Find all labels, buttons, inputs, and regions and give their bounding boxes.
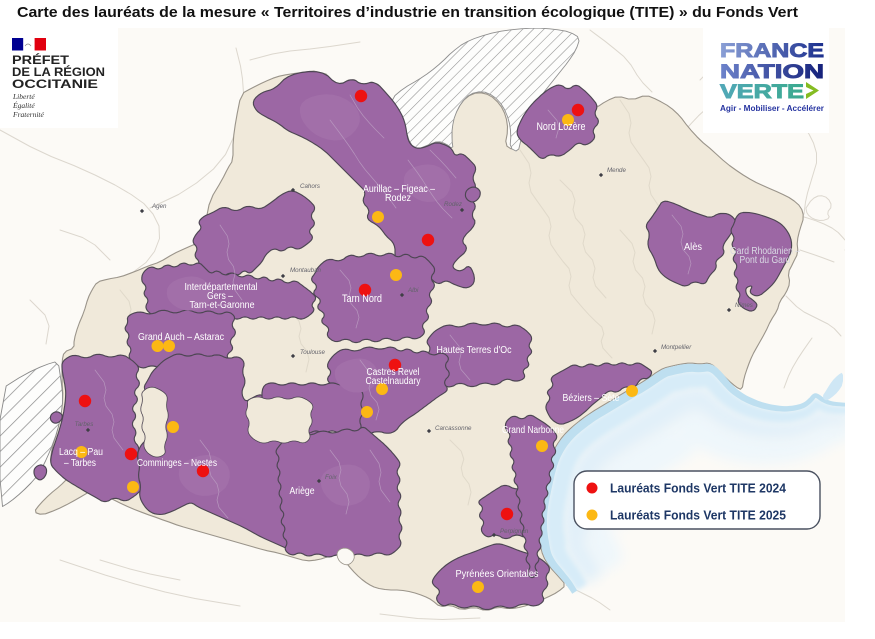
svg-text:Grand Auch – Astarac: Grand Auch – Astarac — [138, 332, 224, 343]
svg-text:Alès: Alès — [684, 242, 702, 253]
svg-text:Fraternité: Fraternité — [12, 110, 44, 119]
svg-text:Agir - Mobiliser - Accélérer: Agir - Mobiliser - Accélérer — [720, 103, 825, 113]
svg-text:Ariège: Ariège — [290, 486, 315, 497]
svg-text:VERTE: VERTE — [720, 82, 804, 103]
svg-text:Tarn-et-Garonne: Tarn-et-Garonne — [190, 300, 255, 311]
svg-text:Pont du Gard: Pont du Gard — [740, 255, 791, 266]
svg-text:Castelnaudary: Castelnaudary — [366, 376, 421, 387]
svg-text:Montauban: Montauban — [290, 267, 322, 274]
svg-text:Aurillac – Figeac –: Aurillac – Figeac – — [363, 184, 435, 195]
svg-text:Interdépartemental: Interdépartemental — [185, 282, 258, 293]
svg-text:Montpellier: Montpellier — [661, 344, 692, 351]
svg-text:– Tarbes: – Tarbes — [64, 458, 96, 469]
svg-text:Tarbes: Tarbes — [75, 421, 94, 428]
svg-text:NATION: NATION — [720, 62, 824, 83]
svg-text:Mende: Mende — [607, 167, 626, 174]
svg-text:Carte des lauréats de la mesur: Carte des lauréats de la mesure « Territ… — [17, 5, 798, 21]
svg-text:DE LA RÉGION: DE LA RÉGION — [12, 66, 105, 79]
svg-text:FRANCE: FRANCE — [720, 41, 824, 62]
svg-text:Tarn Nord: Tarn Nord — [342, 293, 382, 305]
svg-text:Rodez: Rodez — [385, 193, 411, 204]
svg-text:Cahors: Cahors — [300, 183, 320, 190]
svg-text:Lauréats Fonds Vert TITE 2024: Lauréats Fonds Vert TITE 2024 — [610, 481, 787, 496]
svg-text:Gers –: Gers – — [207, 291, 233, 302]
svg-text:Lacq – Pau: Lacq – Pau — [59, 447, 103, 458]
svg-text:Nîmes: Nîmes — [735, 302, 753, 309]
svg-text:Comminges – Nestes: Comminges – Nestes — [137, 458, 217, 469]
svg-text:Liberté: Liberté — [12, 92, 35, 101]
svg-text:OCCITANIE: OCCITANIE — [12, 79, 98, 91]
svg-text:Agen: Agen — [151, 203, 167, 210]
svg-text:Toulouse: Toulouse — [300, 349, 325, 356]
svg-text:Lauréats Fonds Vert TITE 2025: Lauréats Fonds Vert TITE 2025 — [610, 508, 786, 523]
svg-text:Perpignan: Perpignan — [500, 528, 529, 535]
svg-text:Pyrénées Orientales: Pyrénées Orientales — [456, 569, 539, 580]
svg-text:Foix: Foix — [325, 474, 338, 481]
svg-text:Albi: Albi — [407, 287, 419, 294]
svg-text:Égalité: Égalité — [12, 100, 35, 110]
svg-text:Carcassonne: Carcassonne — [435, 425, 472, 432]
svg-text:Béziers – Sète: Béziers – Sète — [563, 393, 620, 404]
svg-text:Nord Lozère: Nord Lozère — [537, 121, 586, 133]
svg-text:Rodez: Rodez — [444, 201, 463, 208]
svg-text:Grand Narbonne: Grand Narbonne — [502, 425, 564, 436]
svg-text:Hautes Terres d'Oc: Hautes Terres d'Oc — [437, 345, 512, 356]
svg-text:Gard Rhodanien –: Gard Rhodanien – — [730, 246, 801, 257]
svg-text:Castres Revel: Castres Revel — [367, 367, 420, 378]
svg-text:PRÉFET: PRÉFET — [12, 54, 69, 67]
